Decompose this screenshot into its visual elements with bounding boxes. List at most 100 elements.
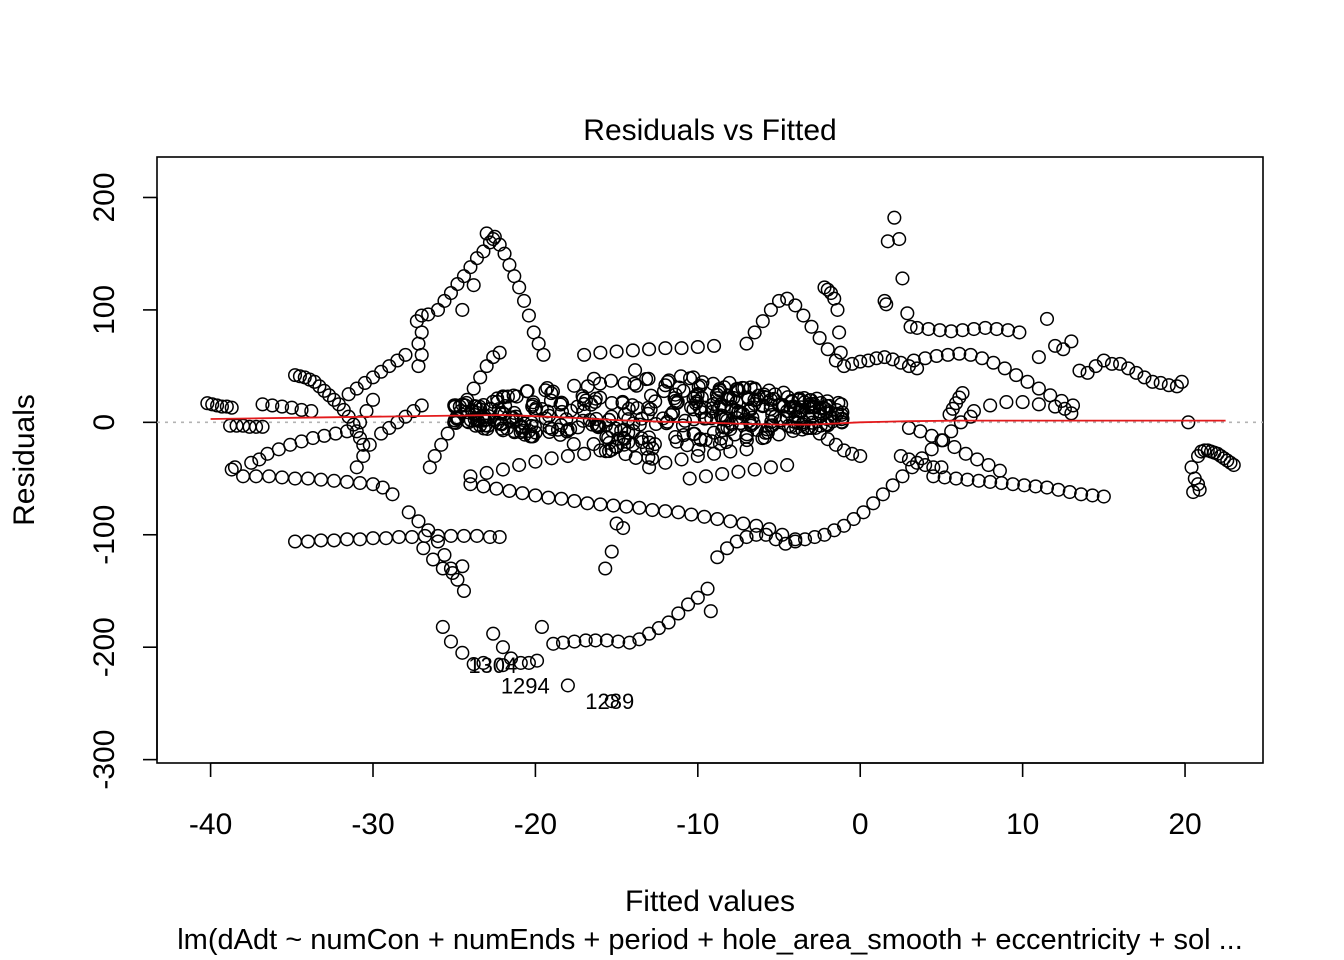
data-point (603, 373, 619, 388)
data-point (661, 373, 676, 388)
data-point (760, 422, 775, 437)
data-point (528, 454, 543, 469)
data-point (780, 390, 795, 405)
data-point (219, 399, 234, 414)
data-point (690, 386, 705, 402)
data-point (476, 655, 491, 670)
data-point (983, 398, 998, 413)
data-point (591, 420, 606, 435)
data-point (1048, 399, 1063, 414)
data-point (632, 500, 647, 515)
outlier-label: 1304 (468, 653, 517, 678)
x-tick-label: -20 (514, 808, 557, 841)
data-point (792, 404, 807, 419)
data-point (691, 379, 706, 394)
data-point (616, 437, 632, 452)
data-point (1064, 406, 1079, 421)
data-point (648, 416, 664, 432)
data-point (743, 402, 758, 418)
data-point (692, 401, 707, 416)
data-point (492, 345, 507, 360)
data-point (487, 229, 502, 244)
data-point (818, 401, 833, 417)
data-point (805, 406, 820, 421)
data-point (1161, 378, 1176, 393)
data-point (604, 409, 619, 424)
data-point (893, 449, 908, 464)
data-point (726, 390, 741, 405)
data-point (686, 412, 701, 427)
data-point (486, 232, 501, 247)
data-point (901, 452, 917, 467)
data-point (749, 518, 764, 533)
data-point (517, 427, 532, 442)
data-point (856, 505, 871, 520)
data-point (294, 402, 309, 418)
data-point (903, 319, 918, 334)
data-point (944, 324, 959, 339)
data-point (643, 402, 658, 417)
data-point (910, 361, 925, 376)
data-point (880, 234, 895, 249)
data-point (1056, 342, 1071, 357)
data-point (689, 394, 705, 409)
data-point (1137, 370, 1152, 385)
data-point (466, 657, 481, 672)
data-point (936, 433, 951, 448)
data-point (1048, 338, 1063, 353)
data-point (722, 375, 737, 390)
data-point (772, 397, 787, 412)
data-point (674, 341, 689, 356)
data-point (621, 425, 636, 440)
data-point (621, 401, 636, 416)
data-point (918, 458, 933, 473)
data-point (720, 420, 735, 435)
data-point (577, 347, 592, 362)
data-point (214, 399, 230, 414)
data-point (739, 336, 754, 351)
data-point (983, 474, 998, 489)
data-point (743, 380, 758, 395)
data-point (929, 348, 944, 364)
data-point (473, 370, 488, 385)
data-point (1028, 479, 1043, 494)
data-point (482, 529, 497, 545)
y-axis: -300 -200 -100 0 100 200 (88, 172, 158, 790)
data-point (1062, 484, 1077, 500)
data-point (593, 345, 608, 360)
data-point (711, 385, 726, 400)
data-point (479, 465, 494, 480)
data-point (895, 271, 910, 286)
y-tick-label: 100 (88, 285, 121, 335)
data-point (628, 363, 643, 378)
data-point (639, 372, 654, 387)
data-point (706, 425, 722, 440)
data-point (375, 480, 390, 495)
data-point (658, 341, 673, 356)
data-point (1074, 487, 1089, 502)
data-point (356, 449, 371, 464)
data-point (869, 351, 884, 366)
data-point (893, 355, 908, 370)
data-point (1197, 443, 1212, 458)
x-tick-label: 0 (852, 808, 869, 841)
data-point (670, 395, 685, 410)
data-point (833, 345, 848, 360)
data-point (710, 550, 725, 565)
data-point (698, 432, 713, 447)
data-point (538, 411, 553, 426)
data-point (755, 431, 770, 446)
data-point (481, 409, 496, 424)
data-point (958, 446, 973, 461)
data-point (287, 368, 303, 383)
data-point (797, 532, 813, 547)
data-point (414, 308, 429, 323)
data-point (1012, 325, 1027, 340)
data-point (999, 395, 1014, 410)
data-point (832, 325, 847, 340)
data-point (401, 505, 416, 520)
data-point (476, 479, 491, 494)
data-point (349, 460, 364, 475)
